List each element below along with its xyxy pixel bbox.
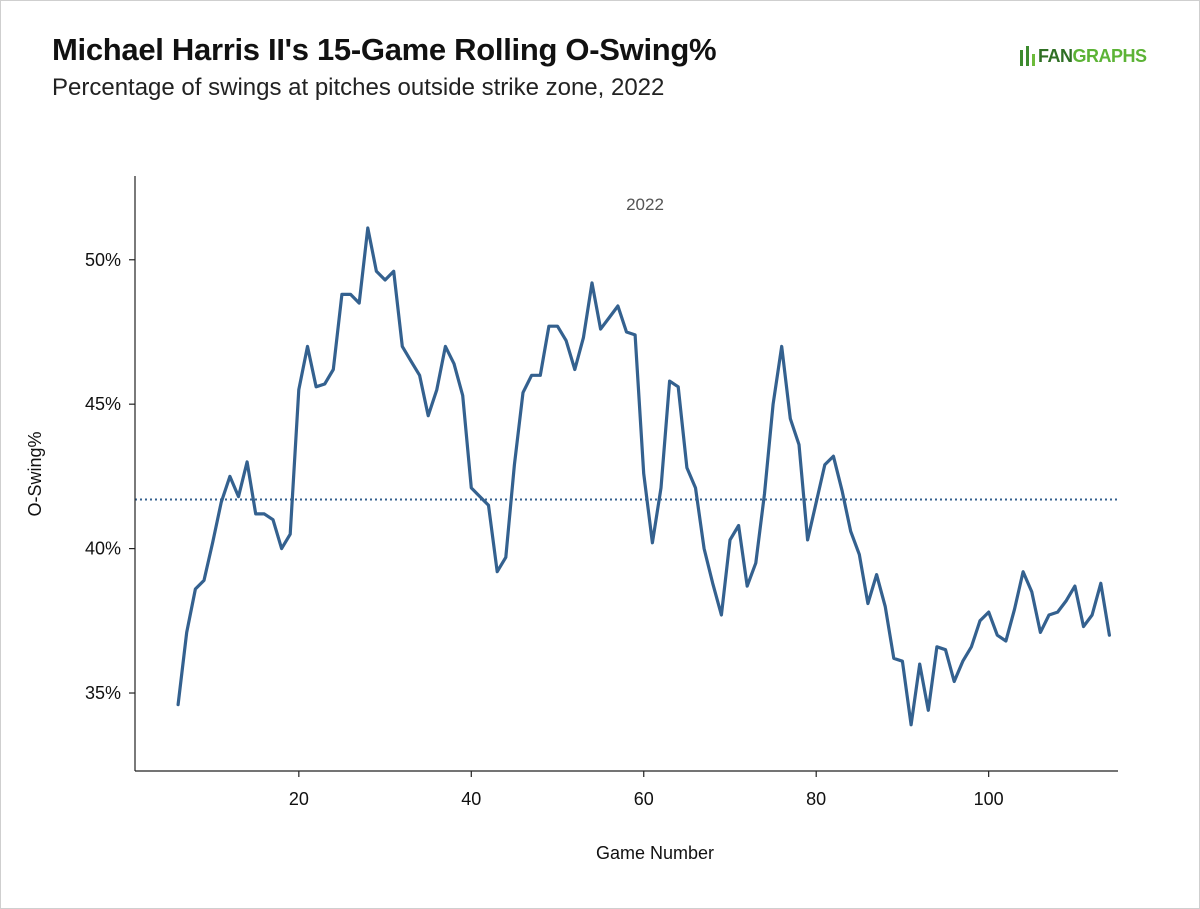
x-tick-label: 20 — [289, 789, 309, 809]
chart-title: Michael Harris II's 15-Game Rolling O-Sw… — [52, 32, 717, 67]
facet-label: 2022 — [626, 195, 664, 214]
fangraphs-logo: FANGRAPHS — [1018, 45, 1147, 67]
wordmark-graphs: GRAPHS — [1072, 45, 1148, 66]
wordmark-fan: FAN — [1038, 45, 1073, 66]
x-tick-label: 60 — [634, 789, 654, 809]
x-tick-label: 80 — [806, 789, 826, 809]
y-tick-label: 50% — [85, 250, 121, 270]
fangraphs-logo-icon — [1018, 46, 1036, 66]
fangraphs-wordmark: FANGRAPHS — [1038, 46, 1147, 67]
y-axis-label: O-Swing% — [25, 431, 45, 516]
y-tick-label: 45% — [85, 394, 121, 414]
chart-subtitle: Percentage of swings at pitches outside … — [52, 74, 665, 101]
x-tick-label: 100 — [974, 789, 1004, 809]
x-tick-label: 40 — [461, 789, 481, 809]
series-line-0 — [176, 226, 1112, 727]
y-tick-label: 35% — [85, 683, 121, 703]
y-tick-label: 40% — [85, 539, 121, 559]
x-axis-label: Game Number — [596, 843, 714, 863]
